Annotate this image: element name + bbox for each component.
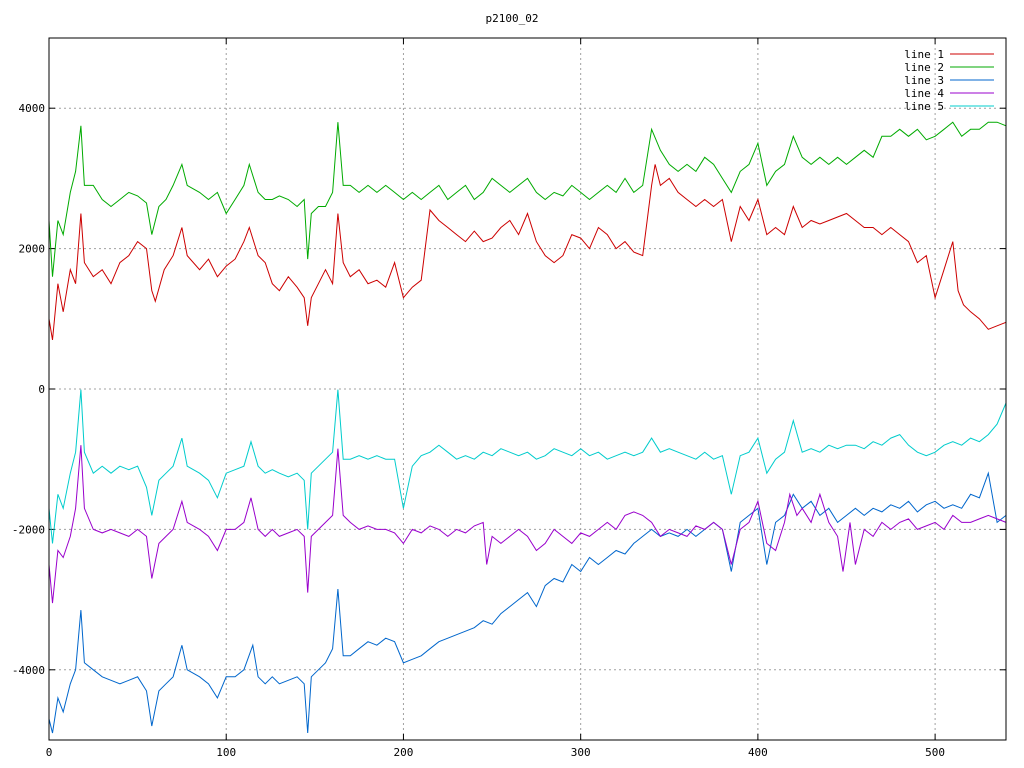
x-tick-label: 400 [748, 746, 768, 759]
series-line-1 [48, 164, 1007, 340]
x-tick-label: 500 [925, 746, 945, 759]
y-tick-label: 2000 [19, 243, 46, 256]
axis-tick-labels: 0 100 200 300 400 500 -4000 -2000 0 2000 4000 [12, 102, 945, 759]
series-line-3 [48, 471, 1007, 734]
series-line-2 [48, 121, 1007, 277]
legend-label: line 2 [904, 61, 944, 74]
series-lines [48, 121, 1007, 734]
x-tick-label: 300 [571, 746, 591, 759]
series-line-4 [48, 445, 1007, 604]
x-tick-label: 0 [46, 746, 53, 759]
y-tick-label: -4000 [12, 664, 45, 677]
legend-label: line 5 [904, 100, 944, 113]
grid-lines [49, 38, 1006, 740]
legend-label: line 4 [904, 87, 944, 100]
y-tick-label: 4000 [19, 102, 46, 115]
y-tick-label: -2000 [12, 523, 45, 536]
x-tick-label: 200 [394, 746, 414, 759]
axis-ticks [48, 38, 1006, 740]
plot-frame [48, 37, 1007, 741]
legend-label: line 3 [904, 74, 944, 87]
y-tick-label: 0 [38, 383, 45, 396]
legend-label: line 1 [904, 48, 944, 61]
chart-title: p2100_02 [486, 12, 539, 25]
x-tick-label: 100 [216, 746, 236, 759]
series-line-5 [48, 389, 1007, 544]
